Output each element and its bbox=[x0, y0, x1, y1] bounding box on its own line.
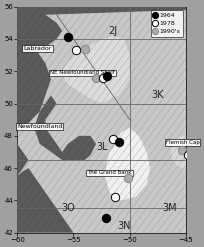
Text: The Grand Bank: The Grand Bank bbox=[87, 170, 132, 175]
Text: Newfoundland: Newfoundland bbox=[17, 124, 62, 129]
Text: 3N: 3N bbox=[117, 221, 131, 231]
Text: 3O: 3O bbox=[61, 204, 75, 213]
Text: 3K: 3K bbox=[152, 90, 164, 101]
Polygon shape bbox=[34, 95, 96, 160]
Text: NE Newfoundland Shelf: NE Newfoundland Shelf bbox=[50, 70, 115, 75]
Text: 3L: 3L bbox=[96, 142, 108, 152]
Polygon shape bbox=[17, 7, 186, 233]
Text: 2J: 2J bbox=[108, 26, 118, 36]
Polygon shape bbox=[17, 144, 29, 233]
Polygon shape bbox=[17, 31, 51, 128]
Polygon shape bbox=[17, 168, 73, 233]
Ellipse shape bbox=[171, 136, 196, 168]
Polygon shape bbox=[17, 7, 186, 55]
Legend: 1964, 1978, 1990's: 1964, 1978, 1990's bbox=[151, 10, 183, 37]
Text: Labrador: Labrador bbox=[23, 46, 52, 51]
Text: 3M: 3M bbox=[162, 204, 176, 213]
Polygon shape bbox=[62, 36, 130, 103]
Polygon shape bbox=[105, 128, 150, 200]
Text: Flemish Cap: Flemish Cap bbox=[166, 140, 200, 145]
